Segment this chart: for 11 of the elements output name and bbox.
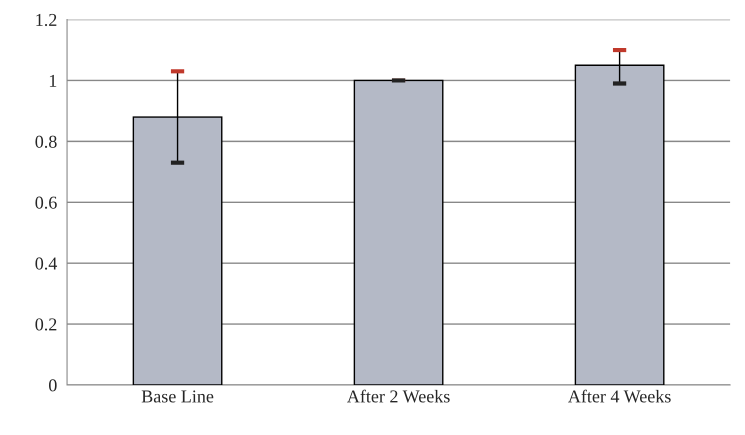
y-tick-label: 0.8 xyxy=(35,136,57,148)
y-tick-label: 0.6 xyxy=(35,196,57,209)
y-tick-label: 1.2 xyxy=(36,14,56,26)
bar xyxy=(354,80,444,385)
y-tick-label: 1 xyxy=(50,74,56,87)
y-tick-label: 0.2 xyxy=(35,318,56,331)
x-tick-label: After 2 Weeks xyxy=(346,390,450,403)
x-tick-label: After 4 Weeks xyxy=(568,390,671,403)
y-tick-label: 0.4 xyxy=(35,257,58,270)
x-tick-label: Base Line xyxy=(142,390,214,403)
y-tick-label: 0 xyxy=(48,379,57,392)
